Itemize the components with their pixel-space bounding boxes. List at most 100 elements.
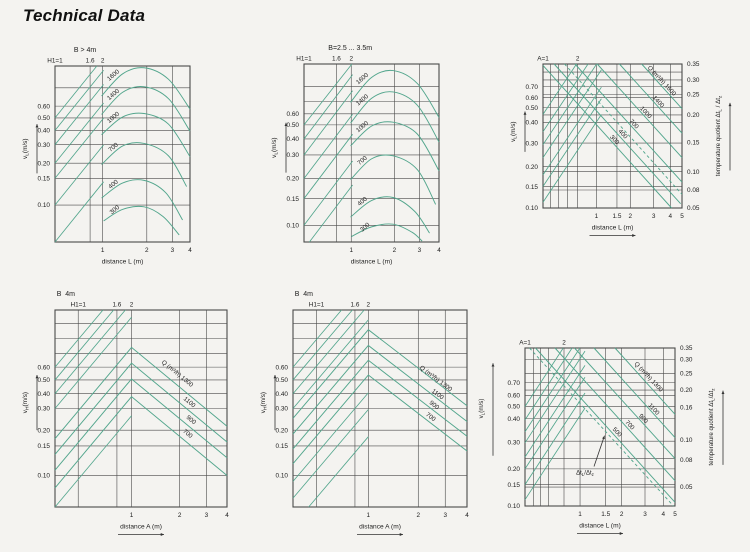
- right-tick-label: 0.08: [687, 187, 700, 194]
- guide-line: [524, 392, 586, 485]
- y-tick-label: 0.40: [38, 128, 51, 135]
- series-label: 700: [181, 428, 194, 440]
- top-scale-label: 2: [576, 56, 580, 63]
- y-tick-label: 0.50: [276, 377, 289, 384]
- right-tick-label: 0.08: [680, 457, 693, 464]
- x-tick-label: 4: [669, 213, 673, 220]
- x-tick-label: 4: [465, 512, 469, 519]
- x-axis-label: distance L (m): [579, 523, 621, 530]
- guide-line: [54, 309, 104, 368]
- axis-arrow-icon: [284, 122, 288, 127]
- guide-line: [292, 392, 369, 482]
- y-tick-label: 0.15: [38, 175, 51, 182]
- right-tick-label: 0.25: [687, 91, 700, 98]
- x-tick-label: 4: [225, 512, 229, 519]
- y-tick-label: 0.10: [276, 473, 289, 480]
- series-line-q700: [54, 396, 228, 489]
- x-tick-label: 1: [578, 511, 582, 518]
- y-tick-label: 0.20: [526, 164, 539, 171]
- x-tick-label: 3: [205, 512, 209, 519]
- chart-subtitle: B 4m: [295, 291, 313, 298]
- guide-line: [54, 144, 104, 206]
- axis-arrow-icon: [273, 375, 277, 379]
- y-tick-label: 0.15: [276, 443, 289, 450]
- y-tick-label: 0.20: [38, 160, 51, 167]
- y-tick-label: 0.10: [38, 473, 51, 480]
- grid: [303, 63, 440, 243]
- series-line-q900: [574, 347, 676, 459]
- y-tick-label: 0.60: [276, 364, 289, 371]
- series-label: 1600: [355, 71, 370, 86]
- right-tick-label: 0.35: [680, 345, 693, 352]
- series-label: 400: [356, 195, 369, 207]
- guide-line: [54, 117, 104, 179]
- y-tick-label: 0.30: [508, 439, 521, 446]
- grid: [292, 309, 468, 508]
- y-tick-label: 0.60: [526, 95, 539, 102]
- right-tick-label: 0.05: [687, 205, 700, 212]
- y-tick-label: 0.50: [38, 115, 51, 122]
- x-axis-label: distance A (m): [120, 524, 162, 531]
- right-tick-label: 0.20: [687, 112, 700, 119]
- x-tick-label: 3: [643, 511, 647, 518]
- x-tick-label: 3: [443, 512, 447, 519]
- x-axis-label: distance L (m): [102, 259, 144, 266]
- y-axis-label: vH(m/s): [260, 392, 268, 413]
- x-tick-label: 5: [680, 213, 684, 220]
- guide-line: [309, 184, 353, 243]
- right-tick-label: 0.25: [680, 370, 693, 377]
- series-label: 900: [637, 413, 650, 426]
- grid: [524, 347, 676, 507]
- series-line-q1400: [101, 86, 191, 132]
- y-tick-label: 0.40: [287, 136, 300, 143]
- axis-arrow-icon: [35, 375, 39, 379]
- y-tick-label: 0.50: [508, 404, 521, 411]
- guide-line: [54, 309, 126, 394]
- right-tick-label: 0.05: [680, 484, 693, 491]
- y-tick-label: 0.50: [38, 377, 51, 384]
- series-line-q700: [574, 63, 683, 183]
- top-scale-label: H1=1: [309, 302, 325, 309]
- series-label: 700: [424, 411, 437, 423]
- y-tick-label: 0.40: [276, 391, 289, 398]
- x-tick-label: 2: [178, 512, 182, 519]
- guide-line: [54, 65, 98, 119]
- y-tick-label: 0.70: [526, 84, 539, 91]
- chart-bottom-left: Q (m³/h) 1300 1100 900 700 1 2 3 4 H1=1 1.6 2 0.60 0…: [13, 280, 243, 548]
- y-axis-label: vL(m/s): [510, 121, 518, 141]
- series-label: 300: [109, 204, 122, 216]
- series-label: 1100: [182, 396, 197, 410]
- x-tick-label: 1: [349, 247, 353, 254]
- chart-top-middle: 1600 1400 1000 700 400 300 1 2 3 4 H1=1 1.6 2 0.60 0.5…: [262, 34, 455, 283]
- y-tick-label: 0.40: [508, 416, 521, 423]
- y-tick-label: 0.15: [38, 443, 51, 450]
- guide-line: [292, 309, 365, 395]
- series-line-q500: [535, 347, 676, 503]
- guide-line: [54, 69, 104, 131]
- x-tick-label: 2: [145, 247, 149, 254]
- series-label: 900: [428, 399, 441, 411]
- series-line-q1300: [292, 329, 468, 419]
- series-label: 300: [359, 221, 372, 233]
- guide-line: [303, 90, 353, 156]
- x-axis-label: distance L (m): [592, 225, 634, 232]
- guide-line: [303, 63, 353, 126]
- x-tick-label: 4: [437, 247, 441, 254]
- series-label: 400: [107, 178, 120, 190]
- series-line-q1400: [619, 63, 683, 134]
- y-tick-label: 0.50: [287, 122, 300, 129]
- x-tick-label: 1: [595, 213, 599, 220]
- chart-subtitle: B=2.5 ... 3.5m: [328, 45, 372, 52]
- chart-subtitle: B 4m: [57, 291, 75, 298]
- y-tick-label: 0.15: [526, 184, 539, 191]
- series-line-q1000: [101, 112, 191, 157]
- series-line-q400: [350, 196, 430, 234]
- y-tick-label: 0.40: [526, 120, 539, 127]
- y-tick-label: 0.30: [38, 142, 51, 149]
- chart-top-left: 1600 1400 1000 700 400 300 1 2 3 4 H1=1 1.6 2 0.60 0.5…: [13, 36, 206, 283]
- right-tick-label: 0.30: [687, 77, 700, 84]
- guide-line: [542, 63, 589, 132]
- axis-arrow-icon: [523, 111, 527, 115]
